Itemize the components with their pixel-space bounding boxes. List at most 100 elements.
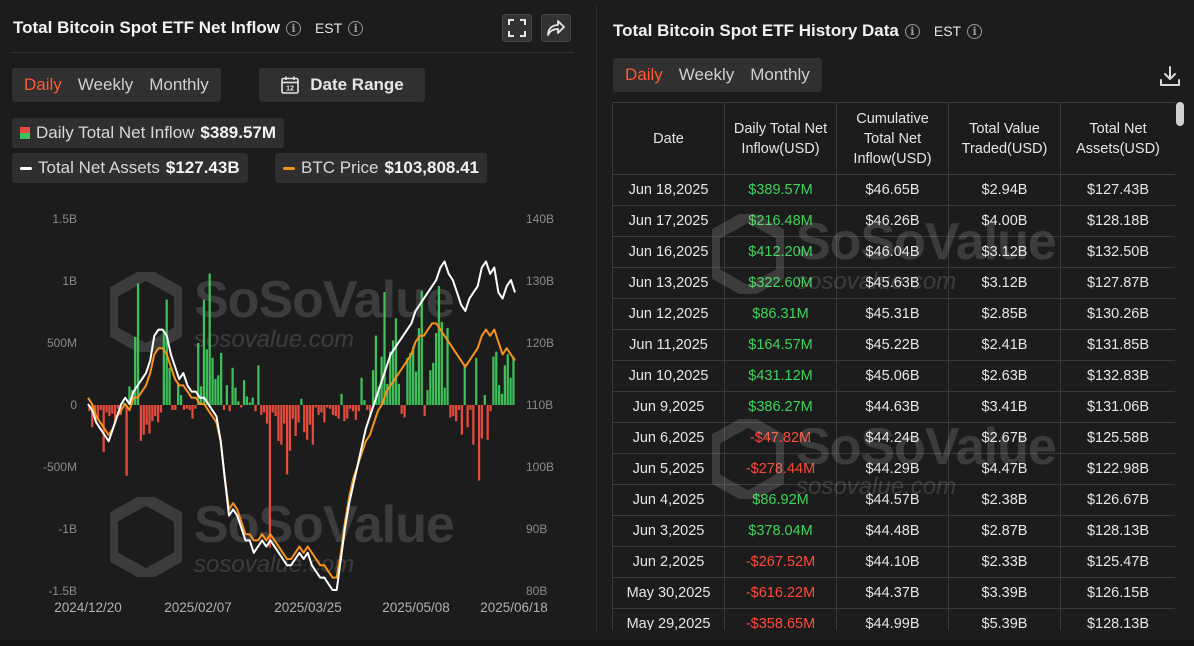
inflow-bar <box>343 405 346 422</box>
inflow-bar <box>406 357 409 405</box>
inflow-bar <box>300 398 303 405</box>
inflow-bar <box>483 395 486 405</box>
inflow-bar <box>237 401 240 405</box>
inflow-bar <box>460 405 464 435</box>
inflow-bar <box>374 335 378 405</box>
tab-weekly[interactable]: Weekly <box>678 65 735 84</box>
right-axis-tick-label: 130B <box>526 274 554 288</box>
cell-cumulative-inflow: $44.48B <box>836 515 949 547</box>
inflow-bar <box>294 405 297 436</box>
timezone-label: EST <box>933 23 962 39</box>
cell-net-assets: $130.26B <box>1060 298 1175 330</box>
calendar-icon: 12 <box>281 76 300 94</box>
share-button[interactable] <box>541 14 571 42</box>
x-axis-tick-label: 2025/03/25 <box>274 600 342 615</box>
download-button[interactable] <box>1158 64 1182 88</box>
period-tabs: Daily Weekly Monthly <box>613 58 822 92</box>
inflow-bar <box>288 405 292 451</box>
inflow-bar <box>417 328 421 405</box>
table-row[interactable]: Jun 12,2025 $86.31M $45.31B $2.85B $130.26B <box>612 298 1175 330</box>
table-row[interactable]: Jun 17,2025 $216.48M $46.26B $4.00B $128.18B <box>612 205 1175 237</box>
inflow-bar <box>202 299 206 405</box>
legend-total-net-assets[interactable]: Total Net Assets $127.43B <box>12 153 248 183</box>
inflow-bar <box>205 349 208 405</box>
table-row[interactable]: Jun 16,2025 $412.20M $46.04B $3.12B $132.50B <box>612 236 1175 268</box>
cell-net-assets: $127.43B <box>1060 174 1175 206</box>
table-row[interactable]: Jun 10,2025 $431.12M $45.06B $2.63B $132.83B <box>612 360 1175 392</box>
legend-assets-value: $127.43B <box>165 158 240 177</box>
table-row[interactable]: May 30,2025 -$616.22M $44.37B $3.39B $126.15… <box>612 577 1175 609</box>
cell-date: Jun 16,2025 <box>612 236 725 268</box>
inflow-bar <box>452 405 455 417</box>
inflow-bar <box>185 405 188 409</box>
cell-value-traded: $3.41B <box>948 391 1061 423</box>
tab-daily[interactable]: Daily <box>625 65 663 84</box>
divider <box>12 52 574 53</box>
column-header-cumulative-inflow[interactable]: Cumulative Total Net Inflow(USD) <box>836 102 949 175</box>
table-row[interactable]: Jun 2,2025 -$267.52M $44.10B $2.33B $125.47B <box>612 546 1175 578</box>
table-row[interactable]: Jun 13,2025 $322.60M $45.63B $3.12B $127.87B <box>612 267 1175 299</box>
table-scrollbar[interactable] <box>1176 102 1184 126</box>
cell-cumulative-inflow: $46.26B <box>836 205 949 237</box>
info-icon[interactable]: i <box>285 20 301 36</box>
inflow-bar <box>348 405 352 409</box>
inflow-bar <box>337 405 340 419</box>
legend-btc-price[interactable]: BTC Price $103,808.41 <box>275 153 488 183</box>
tab-weekly[interactable]: Weekly <box>77 75 134 94</box>
table-row[interactable]: Jun 6,2025 -$47.82M $44.24B $2.67B $125.58B <box>612 422 1175 454</box>
period-tabs: Daily Weekly Monthly <box>12 68 221 102</box>
cell-net-assets: $132.50B <box>1060 236 1175 268</box>
table-row[interactable]: Jun 9,2025 $386.27M $44.63B $3.41B $131.06B <box>612 391 1175 423</box>
inflow-bar <box>326 405 329 408</box>
inflow-bar <box>394 318 398 405</box>
column-header-daily-inflow[interactable]: Daily Total Net Inflow(USD) <box>724 102 837 175</box>
cell-date: Jun 11,2025 <box>612 329 725 361</box>
cell-cumulative-inflow: $46.65B <box>836 174 949 206</box>
table-body: Jun 18,2025 $389.57M $46.65B $2.94B $127.43B… <box>612 174 1175 630</box>
net-inflow-chart[interactable]: 1.5B 1B 500M 0 -500M -1B -1.5B 140B 130B 120B 110B… <box>0 200 586 640</box>
column-header-date[interactable]: Date <box>612 102 725 175</box>
inflow-bar <box>432 362 435 405</box>
inflow-bar <box>495 351 498 405</box>
table-row[interactable]: May 29,2025 -$358.65M $44.99B $5.39B $128.13… <box>612 608 1175 630</box>
table-row[interactable]: Jun 5,2025 -$278.44M $44.29B $4.47B $122.98B <box>612 453 1175 485</box>
inflow-bar <box>334 405 337 417</box>
inflow-bar <box>500 393 504 405</box>
column-header-value-traded[interactable]: Total Value Traded(USD) <box>948 102 1061 175</box>
cell-daily-inflow: $86.92M <box>724 484 837 516</box>
table-row[interactable]: Jun 4,2025 $86.92M $44.57B $2.38B $126.67B <box>612 484 1175 516</box>
inflow-bar <box>509 377 512 405</box>
legend-net-inflow[interactable]: Daily Total Net Inflow $389.57M <box>12 118 285 148</box>
table-row[interactable]: Jun 11,2025 $164.57M $45.22B $2.41B $131.85B <box>612 329 1175 361</box>
table-title-row: Total Bitcoin Spot ETF History Data i ES… <box>613 21 983 41</box>
info-icon[interactable]: i <box>348 20 364 36</box>
cell-date: May 30,2025 <box>612 577 725 609</box>
info-icon[interactable]: i <box>967 23 983 39</box>
tab-monthly[interactable]: Monthly <box>149 75 209 94</box>
inflow-bar <box>263 405 266 413</box>
left-axis-tick-label: -1.5B <box>48 584 77 598</box>
info-icon[interactable]: i <box>904 23 920 39</box>
right-axis-tick-label: 100B <box>526 460 554 474</box>
inflow-bar <box>142 405 145 435</box>
inflow-bar <box>199 386 203 405</box>
tab-monthly[interactable]: Monthly <box>750 65 810 84</box>
fullscreen-button[interactable] <box>502 14 532 42</box>
white-line-icon <box>20 166 32 170</box>
inflow-bar <box>274 405 277 417</box>
x-axis-tick-label: 2025/05/08 <box>382 600 450 615</box>
table-row[interactable]: Jun 18,2025 $389.57M $46.65B $2.94B $127.43B <box>612 174 1175 206</box>
cell-net-assets: $125.47B <box>1060 546 1175 578</box>
inflow-bar <box>475 357 478 405</box>
inflow-bar <box>412 346 415 405</box>
date-range-label: Date Range <box>310 75 404 94</box>
history-table-wrapper[interactable]: Date Daily Total Net Inflow(USD) Cumulat… <box>612 102 1175 630</box>
inflow-bar <box>397 383 400 405</box>
table-row[interactable]: Jun 3,2025 $378.04M $44.48B $2.87B $128.13B <box>612 515 1175 547</box>
tab-daily[interactable]: Daily <box>24 75 62 94</box>
cell-date: Jun 13,2025 <box>612 267 725 299</box>
column-header-net-assets[interactable]: Total Net Assets(USD) <box>1060 102 1175 175</box>
cell-daily-inflow: $216.48M <box>724 205 837 237</box>
date-range-button[interactable]: 12 Date Range <box>259 68 425 102</box>
x-axis-tick-label: 2025/06/18 <box>480 600 548 615</box>
